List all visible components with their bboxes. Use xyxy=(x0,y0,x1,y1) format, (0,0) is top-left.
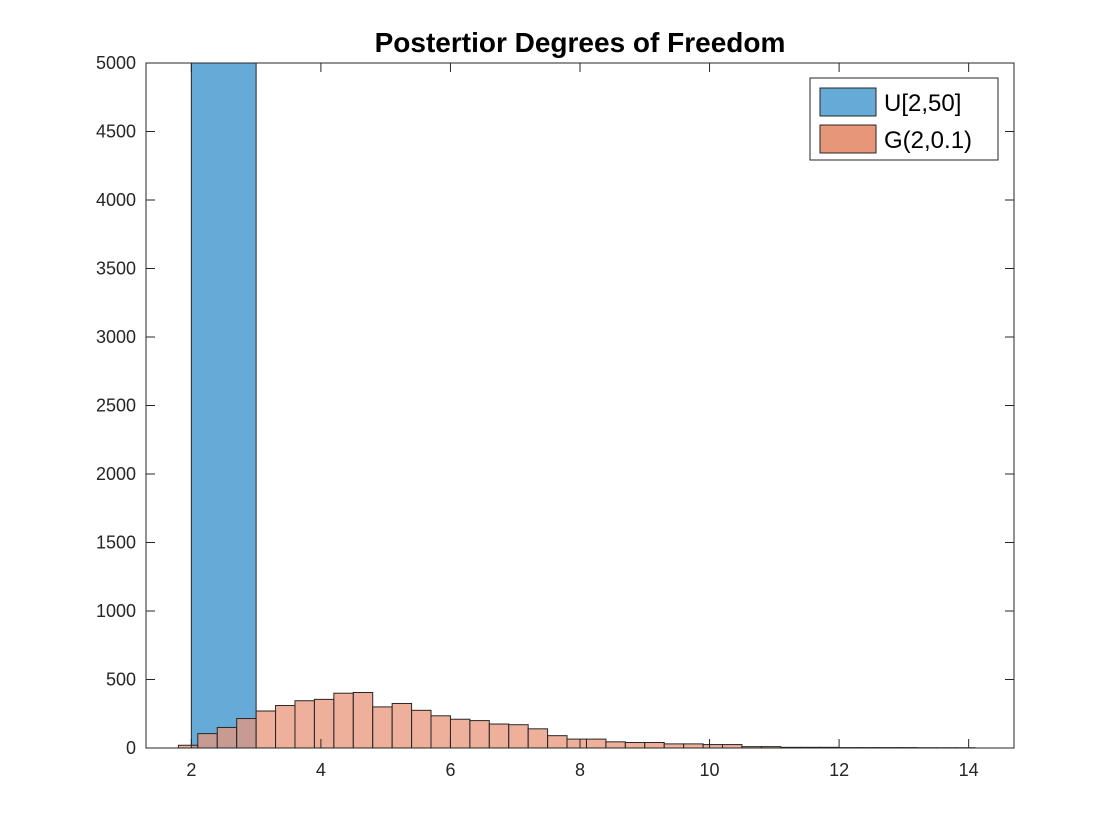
bar-g-25 xyxy=(663,743,685,749)
y-tick-label-4000: 4000 xyxy=(96,190,136,210)
bar-g-24 xyxy=(644,742,665,749)
y-tick-label-5000: 5000 xyxy=(96,53,136,73)
legend-label-u: U[2,50] xyxy=(884,90,961,117)
bar-g-15 xyxy=(469,720,490,749)
bar-g-3 xyxy=(236,718,257,749)
x-tick-label-8: 8 xyxy=(575,760,585,780)
bar-g-6 xyxy=(294,700,315,749)
x-tick-label-10: 10 xyxy=(700,760,720,780)
y-tick-label-1500: 1500 xyxy=(96,533,136,553)
bar-g-26 xyxy=(683,743,704,749)
legend: U[2,50] G(2,0.1) xyxy=(809,77,999,161)
y-tick-label-500: 500 xyxy=(106,670,136,690)
bar-g-23 xyxy=(624,742,646,749)
ticks-layer: 2 4 6 8 10 12 14 0 500 1000 1500 2000 2500 3000 3500 40… xyxy=(96,53,1014,780)
bar-g-22 xyxy=(605,741,626,749)
bar-g-19 xyxy=(547,735,568,749)
bar-g-11 xyxy=(391,702,413,749)
y-tick-label-2000: 2000 xyxy=(96,464,136,484)
chart-title: Postertior Degrees of Freedom xyxy=(375,27,786,58)
y-tick-label-1000: 1000 xyxy=(96,601,136,621)
bar-g-17 xyxy=(508,724,529,749)
bar-g-28 xyxy=(722,744,743,749)
y-tick-label-3500: 3500 xyxy=(96,259,136,279)
bar-u-0 xyxy=(190,62,257,749)
bar-g-7 xyxy=(313,698,335,749)
y-tick-label-4500: 4500 xyxy=(96,122,136,142)
y-tick-label-0: 0 xyxy=(126,738,136,758)
x-tick-label-4: 4 xyxy=(316,760,326,780)
bar-g-16 xyxy=(488,723,510,749)
bar-g-2 xyxy=(216,726,238,749)
bar-g-13 xyxy=(430,715,451,749)
legend-swatch-g xyxy=(819,124,877,154)
bar-g-4 xyxy=(255,710,277,749)
y-tick-label-3000: 3000 xyxy=(96,327,136,347)
bar-g-12 xyxy=(411,709,432,749)
plot-area xyxy=(146,63,1014,748)
legend-swatch-u xyxy=(819,87,877,117)
y-tick-label-2500: 2500 xyxy=(96,396,136,416)
bar-g-10 xyxy=(372,706,393,749)
bar-g-27 xyxy=(702,744,724,749)
bars-layer xyxy=(177,62,976,749)
bar-g-8 xyxy=(333,692,354,749)
x-tick-label-12: 12 xyxy=(829,760,849,780)
bar-g-14 xyxy=(449,718,471,749)
bar-g-9 xyxy=(352,692,374,749)
bar-g-5 xyxy=(275,705,296,749)
x-tick-label-6: 6 xyxy=(445,760,455,780)
legend-label-g: G(2,0.1) xyxy=(884,127,972,154)
x-tick-label-14: 14 xyxy=(959,760,979,780)
bar-g-1 xyxy=(197,733,218,749)
x-tick-label-2: 2 xyxy=(186,760,196,780)
bar-g-21 xyxy=(585,738,607,749)
bar-g-20 xyxy=(566,738,587,749)
bar-g-18 xyxy=(527,728,549,749)
